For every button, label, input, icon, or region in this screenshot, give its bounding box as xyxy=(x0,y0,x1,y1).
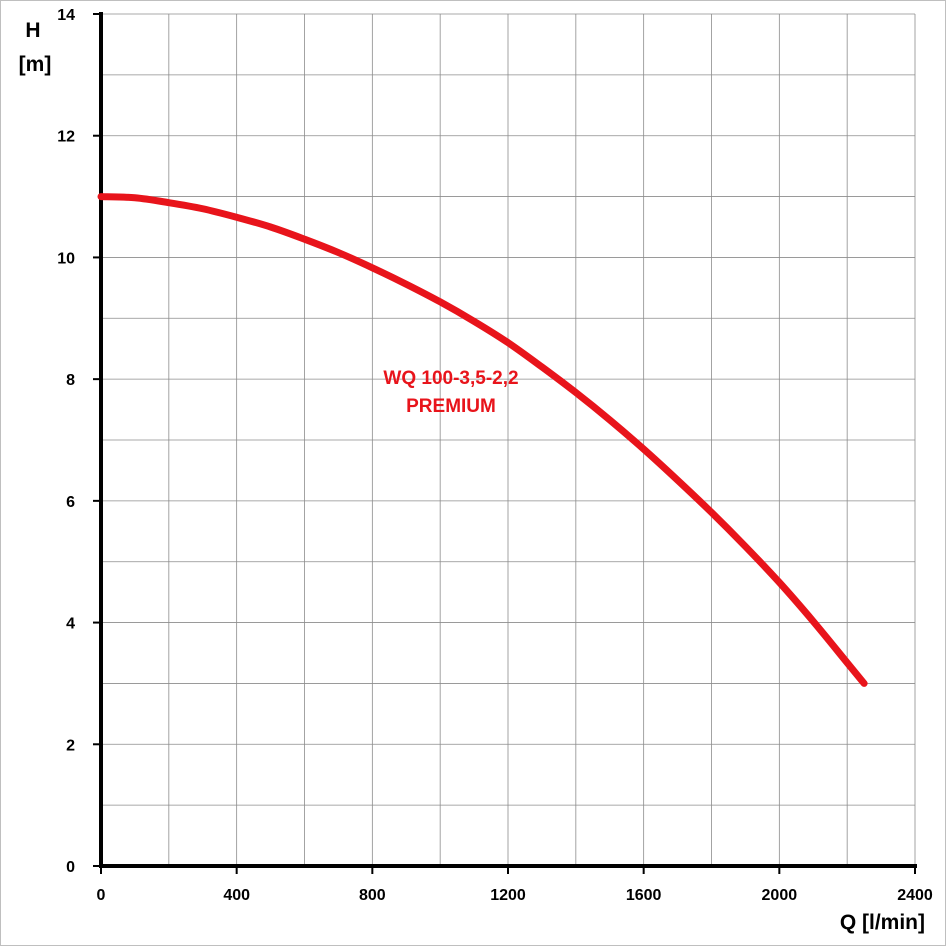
y-axis-title-line1: H xyxy=(25,19,40,42)
x-tick-label: 400 xyxy=(223,887,250,904)
series-label-line2: PREMIUM xyxy=(406,396,496,417)
x-tick-label: 1200 xyxy=(490,887,526,904)
y-tick-label: 2 xyxy=(66,737,75,754)
x-tick-label: 2000 xyxy=(762,887,798,904)
series-label-line1: WQ 100-3,5-2,2 xyxy=(383,368,518,389)
y-tick-label: 4 xyxy=(66,616,75,633)
x-axis-title: Q [l/min] xyxy=(840,911,925,934)
series-line xyxy=(97,193,868,687)
x-tick-label: 0 xyxy=(97,887,106,904)
x-tick-label: 800 xyxy=(359,887,386,904)
grid xyxy=(101,13,916,866)
y-tick-label: 12 xyxy=(57,129,75,146)
y-tick-labels: 0 2 4 6 8 10 12 14 xyxy=(57,7,75,876)
x-tick-labels: 0 400 800 1200 1600 2000 2400 xyxy=(97,887,933,904)
y-axis-title-line2: [m] xyxy=(19,53,52,76)
axes xyxy=(93,12,917,874)
y-tick-label: 8 xyxy=(66,372,75,389)
y-tick-label: 14 xyxy=(57,7,75,24)
y-tick-label: 0 xyxy=(66,859,75,876)
y-tick-label: 6 xyxy=(66,494,75,511)
x-tick-label: 1600 xyxy=(626,887,662,904)
x-tick-label: 2400 xyxy=(897,887,933,904)
series-layer xyxy=(97,193,868,687)
y-tick-label: 10 xyxy=(57,250,75,267)
